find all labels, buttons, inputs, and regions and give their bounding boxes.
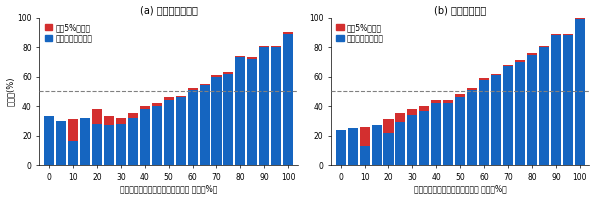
Bar xyxy=(140,106,150,109)
Bar xyxy=(491,75,501,165)
Bar xyxy=(479,78,489,80)
Legend: 上位5%へ遷移, 現顺位以上へ遷移: 上位5%へ遷移, 現顺位以上へ遷移 xyxy=(43,21,94,45)
Bar xyxy=(152,103,162,106)
Bar xyxy=(248,58,258,59)
Bar xyxy=(176,96,186,97)
Bar xyxy=(419,106,430,110)
Bar xyxy=(408,109,418,115)
Bar xyxy=(164,100,174,165)
Bar xyxy=(467,88,477,90)
Bar xyxy=(92,109,102,124)
Title: (a) 被引用数ベース: (a) 被引用数ベース xyxy=(140,6,198,16)
Bar xyxy=(44,116,54,165)
Bar xyxy=(419,110,430,165)
Bar xyxy=(236,56,246,58)
Bar xyxy=(128,118,138,165)
Bar xyxy=(491,74,501,75)
Y-axis label: シェア(%): シェア(%) xyxy=(5,77,14,106)
Bar xyxy=(575,18,585,19)
X-axis label: 被引用数ベースの生産性相対順位 （上位%）: 被引用数ベースの生産性相対順位 （上位%） xyxy=(120,184,217,193)
Bar xyxy=(443,103,453,165)
Bar xyxy=(68,119,78,141)
Bar xyxy=(271,47,281,165)
Bar xyxy=(224,72,233,74)
Bar xyxy=(211,75,221,77)
Bar xyxy=(116,124,126,165)
Bar xyxy=(455,94,465,97)
Bar xyxy=(176,97,186,165)
Bar xyxy=(211,77,221,165)
Bar xyxy=(236,58,246,165)
Bar xyxy=(383,119,393,133)
Bar xyxy=(104,125,114,165)
Bar xyxy=(164,97,174,100)
Bar xyxy=(80,118,90,165)
Bar xyxy=(503,65,513,66)
Bar xyxy=(199,86,209,165)
Bar xyxy=(68,141,78,165)
Bar xyxy=(128,113,138,118)
Bar xyxy=(455,97,465,165)
Bar xyxy=(248,59,258,165)
Bar xyxy=(575,19,585,165)
Bar xyxy=(152,106,162,165)
Bar xyxy=(56,121,66,165)
Bar xyxy=(527,55,537,165)
X-axis label: 新規性ベースの生産性相対順位 （上位%）: 新規性ベースの生産性相対順位 （上位%） xyxy=(414,184,506,193)
Bar xyxy=(271,46,281,47)
Bar xyxy=(359,127,369,146)
Bar xyxy=(199,84,209,86)
Bar xyxy=(503,66,513,165)
Legend: 上位5%へ遷移, 現顺位以上へ遷移: 上位5%へ遷移, 現顺位以上へ遷移 xyxy=(335,21,386,45)
Bar xyxy=(431,103,441,165)
Bar xyxy=(515,60,525,62)
Bar xyxy=(283,34,293,165)
Bar xyxy=(224,74,233,165)
Bar xyxy=(259,46,270,47)
Bar xyxy=(443,100,453,103)
Bar xyxy=(187,90,198,165)
Bar xyxy=(92,124,102,165)
Bar xyxy=(551,35,561,165)
Bar xyxy=(479,80,489,165)
Title: (b) 新規性ベース: (b) 新規性ベース xyxy=(434,6,486,16)
Bar xyxy=(359,146,369,165)
Bar xyxy=(347,128,358,165)
Bar xyxy=(104,116,114,125)
Bar xyxy=(515,62,525,165)
Bar xyxy=(551,34,561,35)
Bar xyxy=(396,122,405,165)
Bar xyxy=(527,53,537,55)
Bar xyxy=(383,133,393,165)
Bar xyxy=(563,34,573,35)
Bar xyxy=(187,88,198,90)
Bar xyxy=(140,109,150,165)
Bar xyxy=(563,35,573,165)
Bar xyxy=(371,125,381,165)
Bar xyxy=(408,115,418,165)
Bar xyxy=(283,32,293,34)
Bar xyxy=(336,130,346,165)
Bar xyxy=(539,47,549,165)
Bar xyxy=(539,46,549,47)
Bar xyxy=(467,90,477,165)
Bar xyxy=(259,47,270,165)
Bar xyxy=(431,100,441,103)
Bar xyxy=(396,113,405,122)
Bar xyxy=(116,118,126,124)
